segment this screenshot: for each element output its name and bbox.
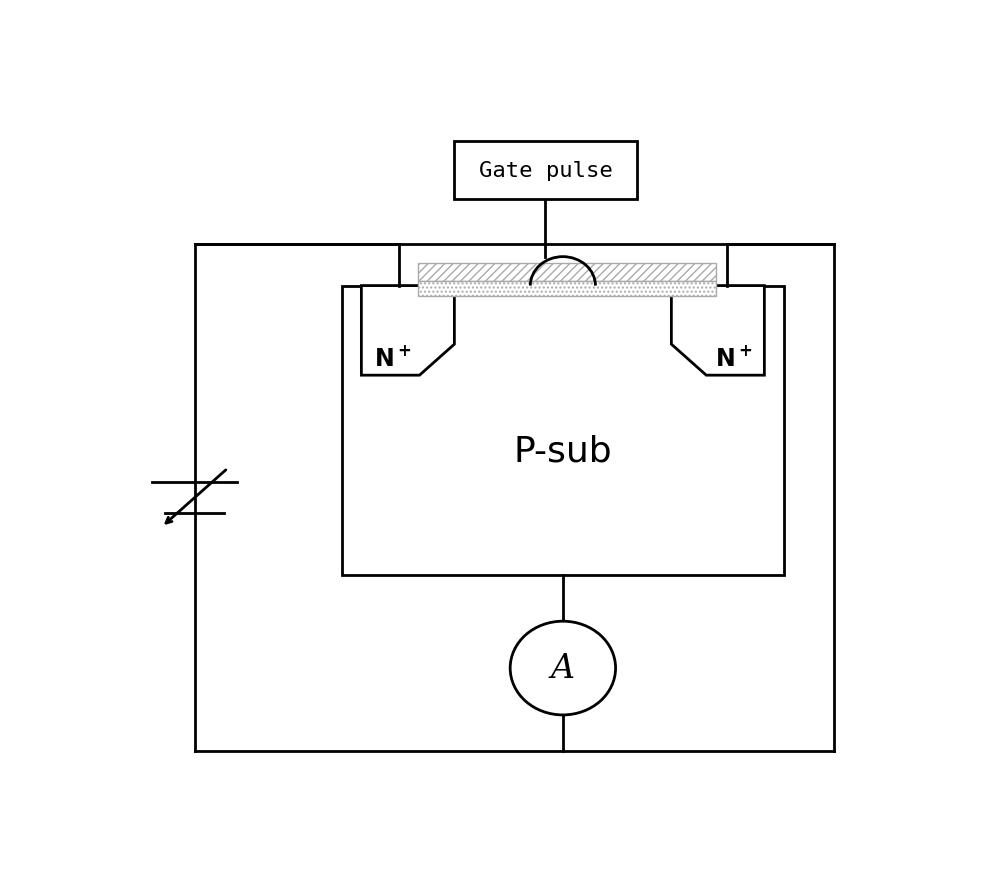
Polygon shape <box>671 286 764 375</box>
Text: $\mathbf{N^+}$: $\mathbf{N^+}$ <box>715 346 752 371</box>
Bar <box>342 286 784 576</box>
Text: Gate pulse: Gate pulse <box>479 161 612 181</box>
Bar <box>454 142 637 200</box>
Circle shape <box>510 621 616 715</box>
Bar <box>418 282 716 297</box>
Text: P-sub: P-sub <box>514 434 612 468</box>
Bar <box>418 264 716 282</box>
Polygon shape <box>361 286 454 375</box>
Text: $\mathbf{N^+}$: $\mathbf{N^+}$ <box>374 346 411 371</box>
Text: A: A <box>551 653 575 684</box>
